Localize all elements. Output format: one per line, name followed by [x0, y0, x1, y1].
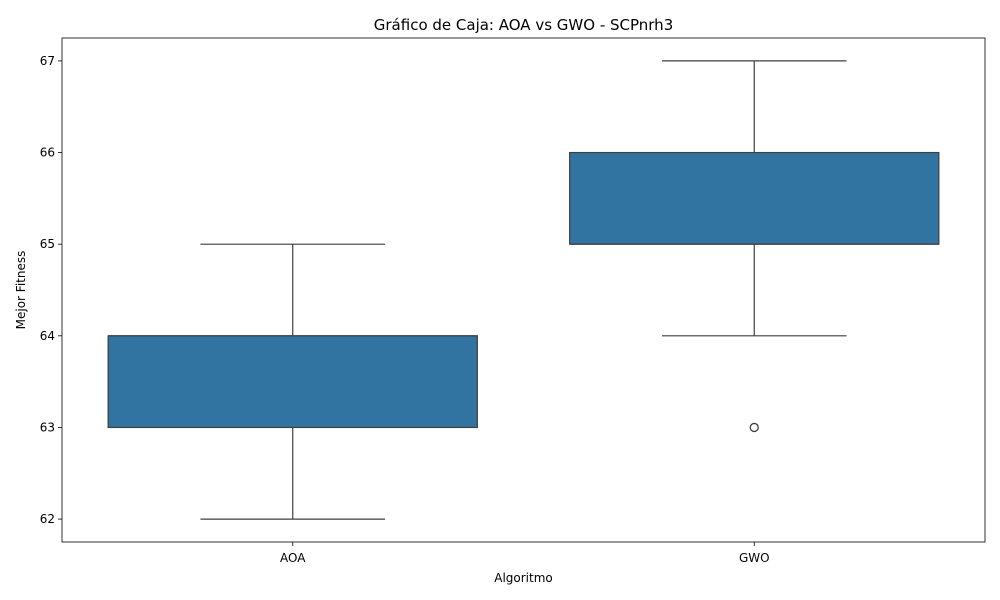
y-tick-label: 64	[40, 329, 55, 343]
x-axis: AOA GWO	[280, 542, 770, 565]
plot-frame	[61, 37, 986, 543]
x-axis-label: Algoritmo	[494, 571, 553, 585]
outlier-point	[749, 422, 759, 433]
y-tick-label: 63	[40, 420, 55, 434]
box-aoa	[107, 243, 478, 520]
box-gwo	[569, 60, 940, 433]
iqr-box	[107, 335, 478, 429]
chart-title: Gráfico de Caja: AOA vs GWO - SCPnrh3	[374, 16, 673, 34]
y-axis: 62 63 64 65 66 67	[40, 54, 62, 526]
iqr-box	[569, 151, 940, 245]
y-tick-label: 66	[40, 146, 55, 160]
y-tick-label: 67	[40, 54, 55, 68]
y-axis-label: Mejor Fitness	[14, 251, 28, 330]
boxes-layer	[107, 60, 940, 520]
y-tick-label: 62	[40, 512, 55, 526]
x-tick-label: AOA	[280, 551, 306, 565]
y-tick-label: 65	[40, 237, 55, 251]
x-tick-label: GWO	[739, 551, 770, 565]
